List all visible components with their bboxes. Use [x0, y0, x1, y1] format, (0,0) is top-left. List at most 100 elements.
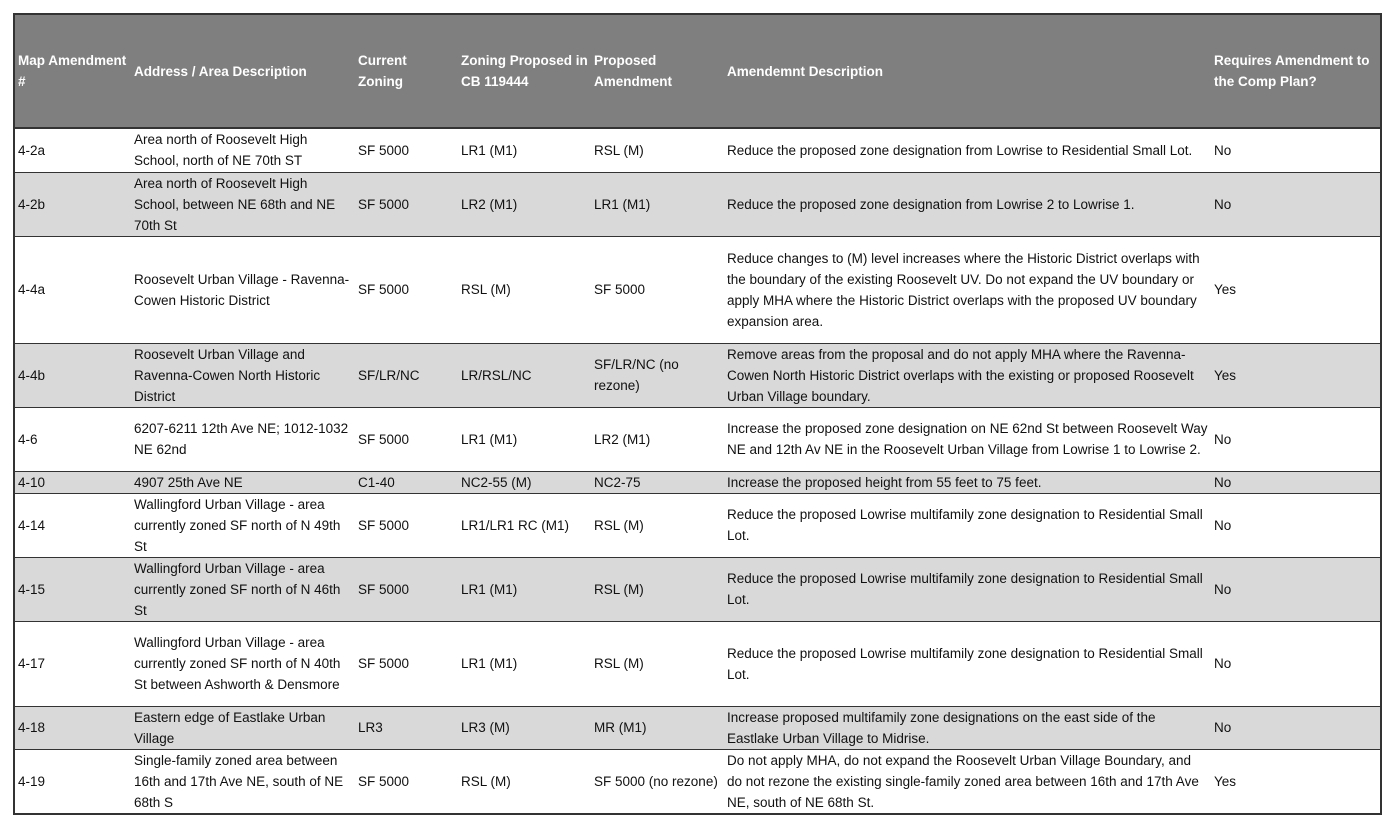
- table-cell: Yes: [1211, 748, 1381, 814]
- table-cell: 4-17: [14, 620, 131, 706]
- table-cell: LR2 (M1): [458, 171, 591, 236]
- table-cell: SF 5000: [591, 235, 724, 343]
- header-cell: Proposed Amendment: [591, 14, 724, 129]
- table-cell: SF 5000: [355, 127, 458, 172]
- table-cell: 4-19: [14, 748, 131, 814]
- table-cell: Yes: [1211, 342, 1381, 407]
- table-cell: LR2 (M1): [591, 406, 724, 471]
- table-cell: 4-14: [14, 492, 131, 557]
- table-cell: Area north of Roosevelt High School, nor…: [131, 127, 355, 172]
- table-cell: No: [1211, 705, 1381, 749]
- header-cell: Zoning Proposed in CB 119444: [458, 14, 591, 129]
- table-row: 4-4b Roosevelt Urban Village and Ravenna-…: [14, 342, 1381, 407]
- table-cell: 4-10: [14, 470, 131, 493]
- table-row: 4-2a Area north of Roosevelt High School,…: [14, 127, 1381, 172]
- table-row: 4-2b Area north of Roosevelt High School,…: [14, 171, 1381, 236]
- table-body: 4-2a Area north of Roosevelt High School,…: [14, 127, 1381, 814]
- table-row: 4-14 Wallingford Urban Village - area cur…: [14, 492, 1381, 557]
- table-cell: Wallingford Urban Village - area current…: [131, 556, 355, 621]
- table-cell: Roosevelt Urban Village and Ravenna-Cowe…: [131, 342, 355, 407]
- table-cell: Wallingford Urban Village - area current…: [131, 620, 355, 706]
- table-cell: Reduce changes to (M) level increases wh…: [724, 235, 1211, 343]
- table-cell: Reduce the proposed Lowrise multifamily …: [724, 492, 1211, 557]
- table-cell: SF 5000 (no rezone): [591, 748, 724, 814]
- amendment-table: Map Amendment # Address / Area Descriptio…: [13, 13, 1382, 815]
- header-cell: Map Amendment #: [14, 14, 131, 129]
- table-cell: RSL (M): [591, 556, 724, 621]
- table-cell: No: [1211, 492, 1381, 557]
- table-cell: LR3 (M): [458, 705, 591, 749]
- table-cell: SF/LR/NC (no rezone): [591, 342, 724, 407]
- table-cell: LR/RSL/NC: [458, 342, 591, 407]
- table-row: 4-15 Wallingford Urban Village - area cur…: [14, 556, 1381, 621]
- table-cell: Roosevelt Urban Village - Ravenna-Cowen …: [131, 235, 355, 343]
- table-cell: C1-40: [355, 470, 458, 493]
- table-cell: LR1 (M1): [458, 556, 591, 621]
- table-cell: Yes: [1211, 235, 1381, 343]
- table-cell: 4-18: [14, 705, 131, 749]
- table-cell: 4-15: [14, 556, 131, 621]
- table-cell: Reduce the proposed Lowrise multifamily …: [724, 620, 1211, 706]
- table-row: 4-10 4907 25th Ave NE C1-40 NC2-55 (M) NC2-7…: [14, 470, 1381, 493]
- table-cell: SF 5000: [355, 620, 458, 706]
- table-cell: 6207-6211 12th Ave NE; 1012-1032 NE 62nd: [131, 406, 355, 471]
- table-cell: LR1 (M1): [591, 171, 724, 236]
- header-cell: Current Zoning: [355, 14, 458, 129]
- table-cell: Wallingford Urban Village - area current…: [131, 492, 355, 557]
- table-cell: Reduce the proposed zone designation fro…: [724, 171, 1211, 236]
- table-cell: Reduce the proposed Lowrise multifamily …: [724, 556, 1211, 621]
- table-cell: RSL (M): [458, 748, 591, 814]
- table-cell: SF 5000: [355, 406, 458, 471]
- table-cell: No: [1211, 171, 1381, 236]
- table-cell: LR1 (M1): [458, 406, 591, 471]
- table-row: 4-19 Single-family zoned area between 16t…: [14, 748, 1381, 814]
- table-cell: SF 5000: [355, 748, 458, 814]
- header-cell: Requires Amendment to the Comp Plan?: [1211, 14, 1381, 129]
- table-row: 4-18 Eastern edge of Eastlake Urban Villa…: [14, 705, 1381, 749]
- table-cell: SF 5000: [355, 171, 458, 236]
- header-row: Map Amendment # Address / Area Descriptio…: [14, 14, 1381, 129]
- table-cell: 4-4b: [14, 342, 131, 407]
- table-cell: MR (M1): [591, 705, 724, 749]
- table-cell: RSL (M): [591, 620, 724, 706]
- table-cell: LR1 (M1): [458, 127, 591, 172]
- header-cell: Amendemnt Description: [724, 14, 1211, 129]
- table-cell: Eastern edge of Eastlake Urban Village: [131, 705, 355, 749]
- table-cell: No: [1211, 470, 1381, 493]
- table-cell: Do not apply MHA, do not expand the Roos…: [724, 748, 1211, 814]
- table-cell: 4-6: [14, 406, 131, 471]
- table-cell: LR1 (M1): [458, 620, 591, 706]
- table-cell: 4-2a: [14, 127, 131, 172]
- table-cell: SF 5000: [355, 556, 458, 621]
- table-row: 4-6 6207-6211 12th Ave NE; 1012-1032 NE 6…: [14, 406, 1381, 471]
- table-cell: NC2-75: [591, 470, 724, 493]
- table-cell: 4-2b: [14, 171, 131, 236]
- table-cell: 4907 25th Ave NE: [131, 470, 355, 493]
- table-cell: Remove areas from the proposal and do no…: [724, 342, 1211, 407]
- table-cell: NC2-55 (M): [458, 470, 591, 493]
- table-cell: SF 5000: [355, 235, 458, 343]
- table-cell: No: [1211, 556, 1381, 621]
- table-cell: SF 5000: [355, 492, 458, 557]
- table-cell: LR3: [355, 705, 458, 749]
- table-cell: 4-4a: [14, 235, 131, 343]
- table-cell: Increase the proposed zone designation o…: [724, 406, 1211, 471]
- table-cell: Reduce the proposed zone designation fro…: [724, 127, 1211, 172]
- table-cell: RSL (M): [591, 127, 724, 172]
- table-cell: Area north of Roosevelt High School, bet…: [131, 171, 355, 236]
- table-cell: LR1/LR1 RC (M1): [458, 492, 591, 557]
- table-cell: Single-family zoned area between 16th an…: [131, 748, 355, 814]
- header-cell: Address / Area Description: [131, 14, 355, 129]
- table-cell: No: [1211, 406, 1381, 471]
- table-cell: No: [1211, 127, 1381, 172]
- table-cell: Increase the proposed height from 55 fee…: [724, 470, 1211, 493]
- table-cell: RSL (M): [458, 235, 591, 343]
- table-cell: No: [1211, 620, 1381, 706]
- table-row: 4-17 Wallingford Urban Village - area cur…: [14, 620, 1381, 706]
- table-cell: RSL (M): [591, 492, 724, 557]
- table-cell: SF/LR/NC: [355, 342, 458, 407]
- table-header: Map Amendment # Address / Area Descriptio…: [14, 14, 1381, 129]
- table-row: 4-4a Roosevelt Urban Village - Ravenna-Co…: [14, 235, 1381, 343]
- table-cell: Increase proposed multifamily zone desig…: [724, 705, 1211, 749]
